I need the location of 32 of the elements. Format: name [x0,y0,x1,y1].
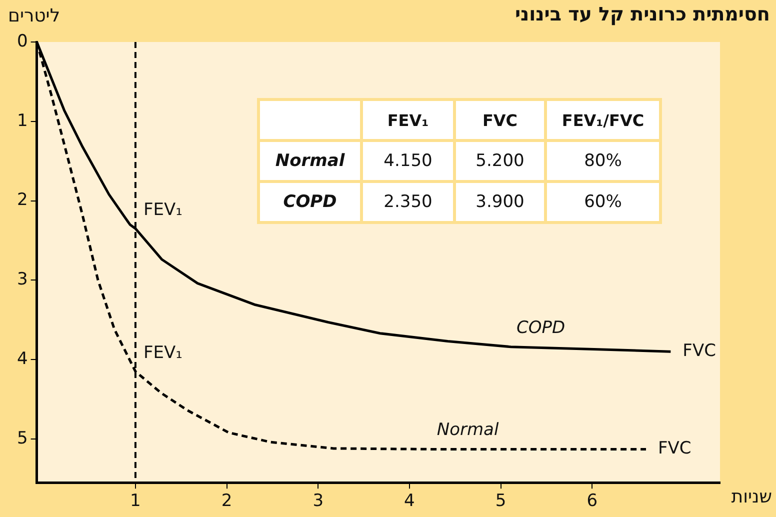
annotation: 60% [546,182,660,222]
x-tick-label: 1 [130,491,141,512]
x-tick-label: 3 [312,491,324,512]
x-axis-title: שניות [731,486,772,508]
y-tick-label: 5 [16,428,28,448]
y-tick-label: 0 [16,31,28,52]
series-label: Normal [436,420,499,440]
y-axis-title: ליטרים [8,6,60,27]
x-tick-label: 6 [586,491,598,512]
annotation: FEV₁/FVC [546,100,660,140]
annotation: FVC [658,438,692,459]
x-tick-label: 2 [221,491,232,512]
annotation: FEV₁ [143,342,182,363]
y-tick-label: 4 [16,348,28,369]
y-tick-label: 2 [16,190,28,210]
annotation: FVC [454,100,546,140]
annotation: FEV₁ [362,100,454,140]
annotation: Normal [258,140,362,182]
annotation: FEV₁ [143,200,182,220]
annotation: 2.350 [362,182,454,222]
annotation: COPD [258,182,362,222]
chart-title: חסימתית כרונית קל עד בינוני [514,3,770,26]
x-tick-label: 4 [404,491,415,512]
annotation: 80% [546,140,660,182]
annotation: FVC [682,341,716,362]
annotation: 3.900 [454,182,546,222]
annotation: 4.150 [362,140,454,182]
series-label: COPD [516,318,566,338]
x-tick-label: 5 [495,491,506,512]
y-tick-label: 1 [16,110,28,131]
y-tick-label: 3 [16,270,28,290]
annotation: 5.200 [454,140,546,182]
